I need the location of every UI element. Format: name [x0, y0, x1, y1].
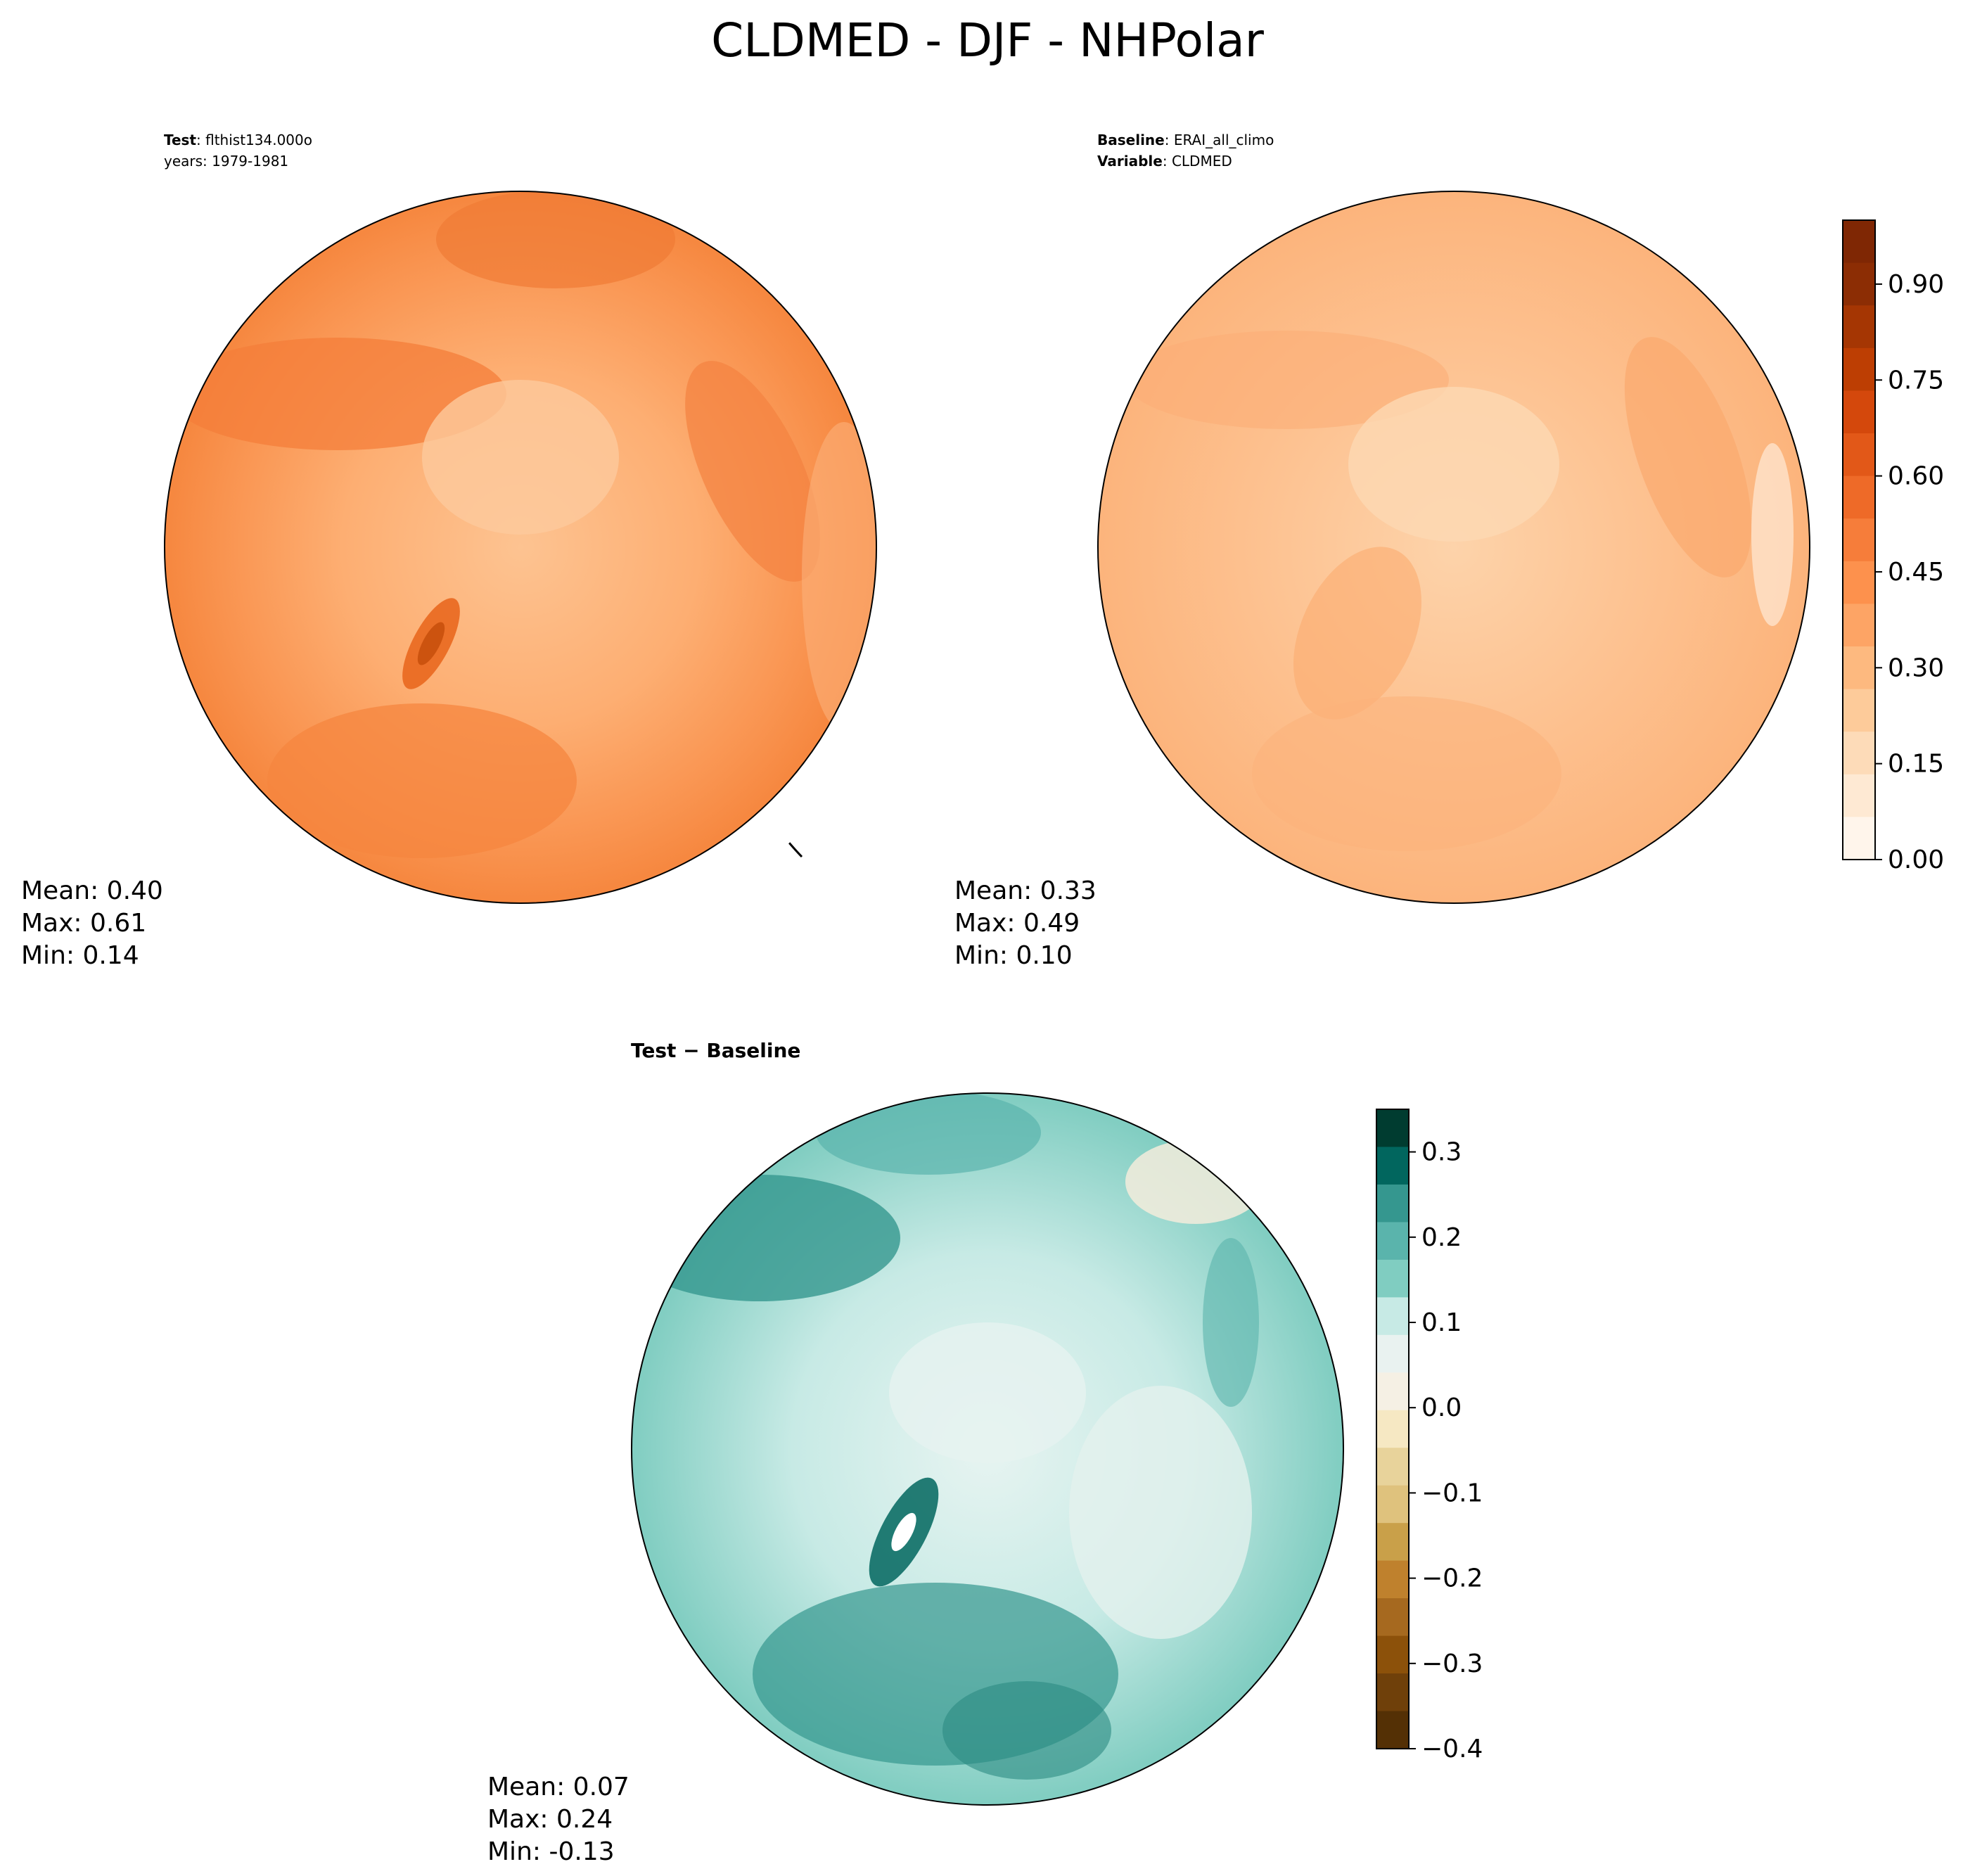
baseline-variable: Variable: CLDMED — [1097, 153, 1232, 170]
diff-colorbar-swatch — [1376, 1673, 1409, 1712]
baseline-min: Min: 0.10 — [954, 941, 1073, 970]
main-colorbar-tick-label: 0.90 — [1888, 270, 1944, 299]
test-panel: Test: flthist134.000o years: 1979-1981 M… — [21, 132, 877, 970]
test-header: Test: flthist134.000o — [164, 132, 312, 148]
diff-colorbar-tick-label: 0.1 — [1421, 1308, 1462, 1337]
main-colorbar-swatch — [1843, 262, 1875, 306]
main-colorbar-frame — [1842, 219, 1876, 860]
diff-colorbar-swatch — [1376, 1147, 1409, 1185]
diff-colorbar-swatch — [1376, 1560, 1409, 1599]
diff-panel: Test − Baseline Mean: 0.07 Max: 0.24 Min… — [487, 1039, 1344, 1866]
figure-title: CLDMED - DJF - NHPolar — [711, 13, 1265, 68]
diff-colorbar-tick-label: −0.2 — [1421, 1564, 1483, 1593]
main-colorbar-swatch — [1843, 305, 1875, 349]
diff-colorbar-swatch — [1376, 1598, 1409, 1637]
main-colorbar-tick-label: 0.75 — [1888, 366, 1944, 395]
diff-colorbar-swatch — [1376, 1259, 1409, 1298]
diff-colorbar-swatch — [1376, 1184, 1409, 1223]
diff-colorbar-swatch — [1376, 1635, 1409, 1674]
main-colorbar-swatch — [1843, 220, 1875, 264]
main-colorbar-tick-label: 0.30 — [1888, 653, 1944, 682]
test-mean: Mean: 0.40 — [21, 876, 163, 905]
diff-title: Test − Baseline — [631, 1039, 800, 1062]
main-colorbar-swatch — [1843, 433, 1875, 477]
baseline-map — [1097, 191, 1810, 904]
diff-colorbar-tick-label: 0.2 — [1421, 1223, 1462, 1252]
diff-colorbar-tick-label: −0.1 — [1421, 1479, 1483, 1507]
main-colorbar-swatch — [1843, 561, 1875, 604]
diff-map — [631, 1092, 1344, 1806]
diff-colorbar-swatch — [1376, 1711, 1409, 1749]
diff-min: Min: -0.13 — [487, 1837, 615, 1866]
test-map-boundary — [164, 191, 877, 904]
main-colorbar-swatch — [1843, 604, 1875, 647]
diff-colorbar-swatch — [1376, 1523, 1409, 1562]
diff-mean: Mean: 0.07 — [487, 1773, 629, 1801]
test-years: years: 1979-1981 — [164, 153, 288, 170]
test-min: Min: 0.14 — [21, 941, 139, 970]
diff-colorbar-tick-label: 0.3 — [1421, 1138, 1462, 1167]
diff-max: Max: 0.24 — [487, 1805, 613, 1834]
main-colorbar-swatch — [1843, 646, 1875, 690]
baseline-max: Max: 0.49 — [954, 909, 1080, 938]
baseline-mean: Mean: 0.33 — [954, 876, 1097, 905]
main-colorbar-swatch — [1843, 817, 1875, 860]
diff-map-boundary — [631, 1092, 1344, 1806]
main-colorbar-tick-label: 0.00 — [1888, 846, 1944, 874]
main-colorbar-tick-label: 0.45 — [1888, 558, 1944, 587]
diff-colorbar-swatch — [1376, 1334, 1409, 1373]
diff-colorbar-swatch — [1376, 1372, 1409, 1411]
diff-colorbar-swatch — [1376, 1222, 1409, 1261]
main-colorbar-swatch — [1843, 390, 1875, 434]
main-colorbar-swatch — [1843, 774, 1875, 817]
main-colorbar-swatch — [1843, 518, 1875, 562]
diff-colorbar-swatch — [1376, 1485, 1409, 1524]
diff-colorbar-swatch — [1376, 1448, 1409, 1486]
main-colorbar-swatch — [1843, 476, 1875, 519]
test-map — [164, 191, 877, 910]
main-colorbar-tick-label: 0.15 — [1888, 750, 1944, 779]
diff-colorbar-swatch — [1376, 1410, 1409, 1448]
main-colorbar: 0.00 0.15 0.30 0.45 0.60 0.75 0.90 — [1842, 219, 1944, 874]
baseline-field-patches — [1125, 331, 1794, 851]
main-colorbar-swatch — [1843, 732, 1875, 775]
main-colorbar-tick-label: 0.60 — [1888, 462, 1944, 491]
diff-colorbar: 0.3 0.2 0.1 0.0 −0.1 −0.2 −0.3 −0.4 — [1376, 1109, 1483, 1763]
baseline-header: Baseline: ERAI_all_climo — [1097, 132, 1274, 148]
test-max: Max: 0.61 — [21, 909, 146, 938]
diff-colorbar-frame — [1376, 1109, 1410, 1749]
main-colorbar-swatch — [1843, 689, 1875, 732]
main-colorbar-swatch — [1843, 347, 1875, 391]
diff-colorbar-swatch — [1376, 1297, 1409, 1336]
diff-colorbar-tick-label: 0.0 — [1421, 1393, 1462, 1422]
diff-colorbar-tick-label: −0.4 — [1421, 1735, 1483, 1763]
baseline-panel: Baseline: ERAI_all_climo Variable: CLDME… — [954, 132, 1810, 970]
diff-colorbar-swatch — [1376, 1109, 1409, 1148]
baseline-map-boundary — [1097, 191, 1810, 904]
diff-colorbar-tick-label: −0.3 — [1421, 1650, 1483, 1678]
